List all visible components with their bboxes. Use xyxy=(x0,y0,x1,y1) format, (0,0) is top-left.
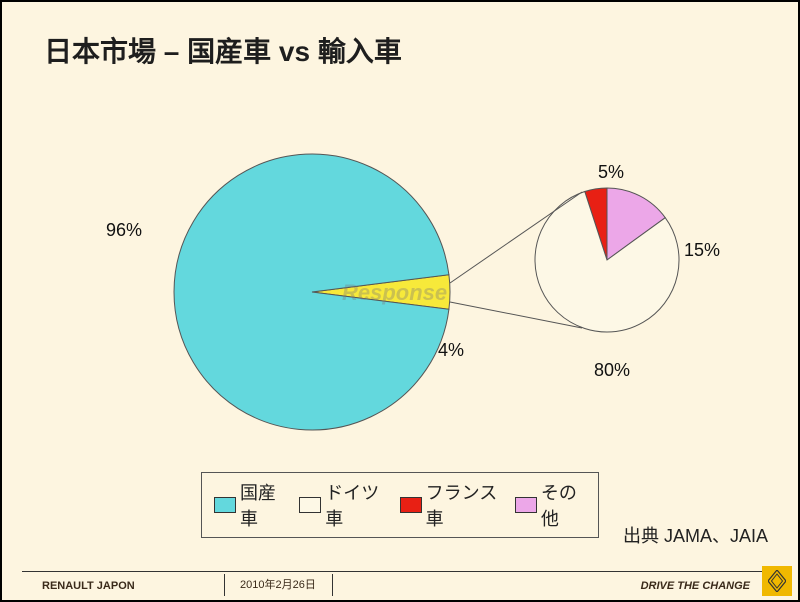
legend-label: 国産車 xyxy=(240,479,285,531)
source-text: 出典 JAMA、JAIA xyxy=(623,522,768,548)
legend-swatch-2 xyxy=(400,497,422,513)
legend-item: ドイツ車 xyxy=(299,479,385,531)
main-slice-1-pct: 4% xyxy=(438,340,464,361)
page-title: 日本市場 – 国産車 vs 輸入車 xyxy=(44,30,402,70)
footer-separator xyxy=(332,574,333,596)
legend-label: フランス車 xyxy=(426,479,501,531)
legend-label: ドイツ車 xyxy=(325,479,385,531)
breakout-slice-1-pct: 15% xyxy=(684,240,720,261)
legend-swatch-3 xyxy=(515,497,537,513)
main-slice-0-pct: 96% xyxy=(106,220,142,241)
legend: 国産車 ドイツ車 フランス車 その他 xyxy=(201,472,599,538)
footer-separator xyxy=(224,574,225,596)
renault-logo-icon xyxy=(762,566,792,596)
chart-area: 96% 4% 80% 15% 5% xyxy=(72,122,732,442)
legend-item: その他 xyxy=(515,479,586,531)
breakout-slice-0-pct: 80% xyxy=(594,360,630,381)
breakout-slice-2-pct: 5% xyxy=(598,162,624,183)
legend-swatch-0 xyxy=(214,497,236,513)
footer-rule xyxy=(22,571,778,572)
legend-swatch-1 xyxy=(299,497,321,513)
pie-charts-svg xyxy=(72,122,732,442)
footer-date: 2010年2月26日 xyxy=(240,576,316,592)
legend-item: フランス車 xyxy=(400,479,501,531)
legend-label: その他 xyxy=(541,479,586,531)
footer-brand: RENAULT JAPON xyxy=(42,580,135,592)
footer-slogan: DRIVE THE CHANGE xyxy=(641,580,750,592)
legend-item: 国産車 xyxy=(214,479,285,531)
